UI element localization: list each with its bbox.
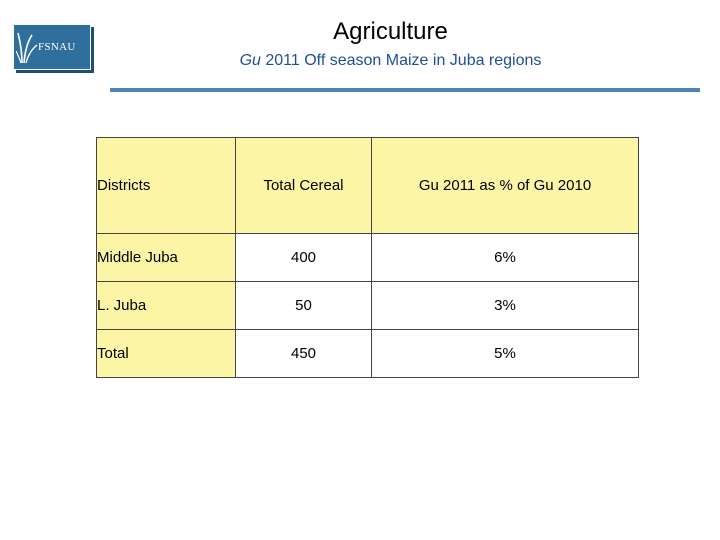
subtitle-text: 2011 Off season Maize in Juba regions bbox=[260, 52, 542, 69]
cell-total-cereal: 50 bbox=[235, 281, 372, 330]
page-title: Agriculture bbox=[333, 18, 448, 45]
cell-gu-percent: 5% bbox=[371, 329, 639, 378]
table-row: L. Juba 50 3% bbox=[96, 281, 639, 330]
table-header-row: Districts Total Cereal Gu 2011 as % of G… bbox=[96, 137, 639, 234]
header-rule bbox=[110, 88, 700, 92]
table-row: Middle Juba 400 6% bbox=[96, 233, 639, 282]
header-gu-percent: Gu 2011 as % of Gu 2010 bbox=[371, 137, 639, 234]
header-districts: Districts bbox=[96, 137, 236, 234]
cell-total-cereal: 400 bbox=[235, 233, 372, 282]
header-total-cereal: Total Cereal bbox=[235, 137, 372, 234]
cell-district: L. Juba bbox=[96, 281, 236, 330]
cell-total-cereal: 450 bbox=[235, 329, 372, 378]
cell-district: Middle Juba bbox=[96, 233, 236, 282]
table-row: Total 450 5% bbox=[96, 329, 639, 378]
grass-logo-icon bbox=[16, 32, 38, 64]
cell-district: Total bbox=[96, 329, 236, 378]
cell-gu-percent: 3% bbox=[371, 281, 639, 330]
subtitle-italic: Gu bbox=[239, 52, 261, 69]
logo-text: FSNAU bbox=[38, 41, 76, 53]
page-subtitle: Gu 2011 Off season Maize in Juba regions bbox=[0, 52, 720, 70]
cell-gu-percent: 6% bbox=[371, 233, 639, 282]
fsnau-logo: FSNAU bbox=[13, 24, 91, 70]
maize-table: Districts Total Cereal Gu 2011 as % of G… bbox=[96, 137, 639, 378]
